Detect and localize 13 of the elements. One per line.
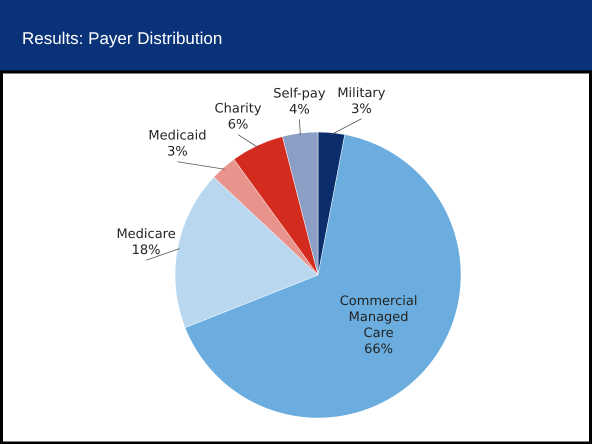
slice-label: Medicare bbox=[116, 227, 176, 242]
data-label: 66% bbox=[364, 342, 394, 358]
data-label: 3% bbox=[167, 144, 188, 160]
chart-title: Results: Payer Distribution bbox=[22, 29, 222, 48]
data-label: 3% bbox=[351, 102, 372, 117]
slice-label: Commercial Managed Care bbox=[340, 294, 418, 342]
slice-label: Medicaid bbox=[148, 128, 206, 144]
data-label: 6% bbox=[228, 118, 248, 133]
data-label: 18% bbox=[132, 243, 161, 258]
slice-label: Charity bbox=[214, 102, 262, 117]
data-label: 4% bbox=[289, 102, 310, 118]
slice-label: Self-pay bbox=[273, 86, 326, 102]
slice-label: Military bbox=[337, 86, 386, 101]
